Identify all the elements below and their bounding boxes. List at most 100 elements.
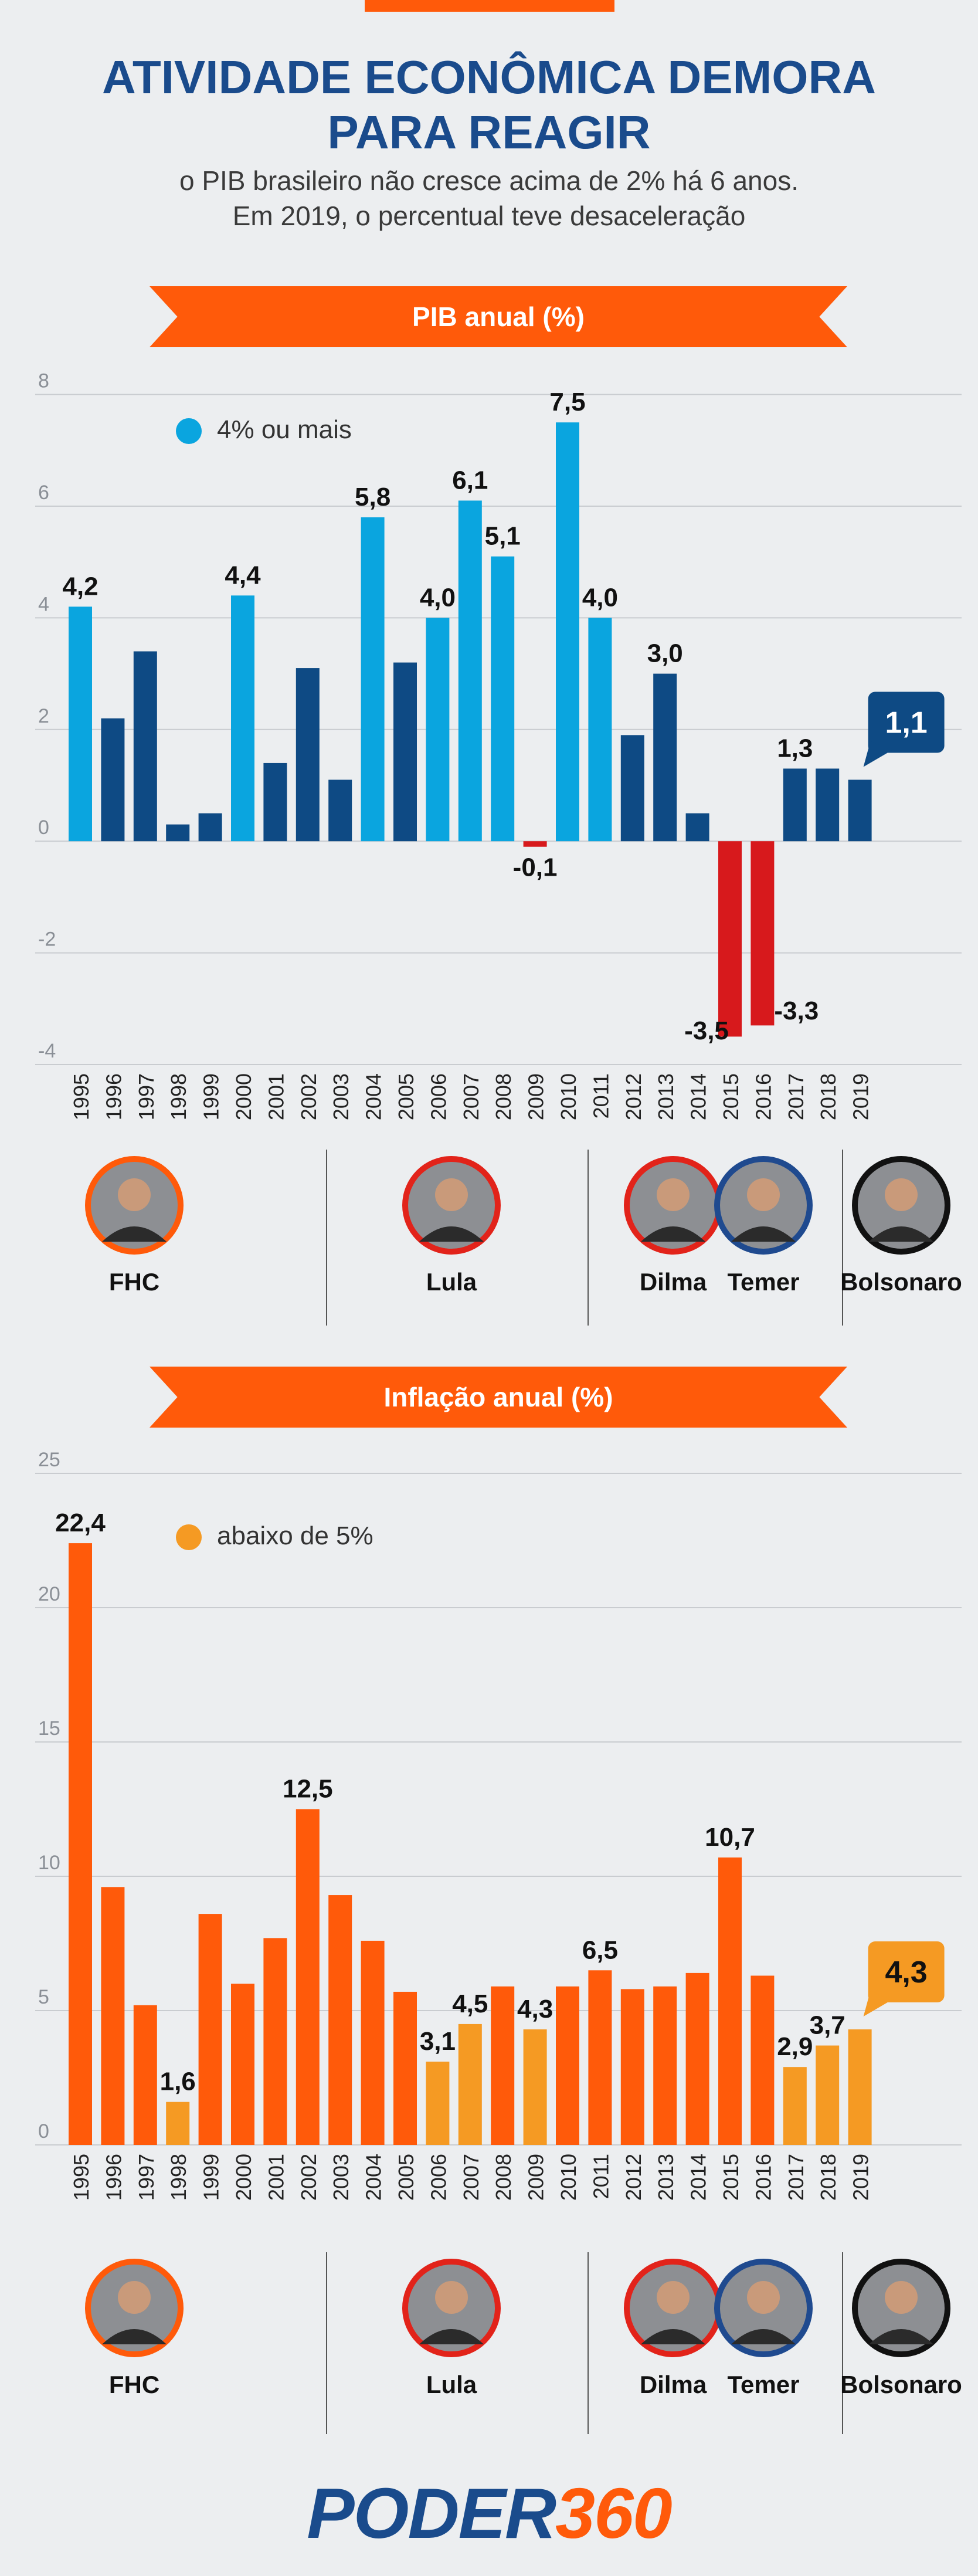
bar-1998 bbox=[166, 824, 190, 842]
lula-portrait-suit bbox=[419, 2329, 484, 2344]
data-label-2009: -0,1 bbox=[513, 853, 558, 882]
bar-2004 bbox=[361, 517, 385, 842]
dilma-portrait-face bbox=[657, 2281, 690, 2314]
x-tick-label: 2012 bbox=[622, 1073, 646, 1120]
bar-2013 bbox=[653, 1986, 677, 2145]
bar-2006 bbox=[426, 618, 450, 842]
legend-swatch bbox=[176, 1524, 202, 1550]
x-tick-label: 2013 bbox=[654, 1073, 678, 1120]
x-tick-label: 2004 bbox=[362, 1073, 386, 1120]
x-tick-label: 2018 bbox=[816, 1073, 840, 1120]
highlight-callout-box bbox=[868, 1941, 945, 2003]
temer-portrait-face bbox=[747, 2281, 780, 2314]
bolsonaro-portrait-suit bbox=[869, 2329, 933, 2344]
x-tick-label: 1998 bbox=[167, 1073, 191, 1120]
bar-1995 bbox=[69, 1543, 92, 2145]
fhc-portrait-suit bbox=[102, 1226, 167, 1242]
lula-portrait-face bbox=[435, 2281, 468, 2314]
bar-2002 bbox=[296, 668, 320, 842]
bar-2015 bbox=[718, 841, 742, 1037]
x-tick-label: 2013 bbox=[654, 2154, 678, 2201]
bar-2018 bbox=[816, 2045, 840, 2145]
x-tick-label: 2001 bbox=[264, 2154, 288, 2201]
bar-2014 bbox=[685, 813, 709, 842]
x-tick-label: 2006 bbox=[426, 1073, 450, 1120]
x-tick-label: 2008 bbox=[491, 1073, 515, 1120]
bar-2002 bbox=[296, 1809, 320, 2145]
bar-2018 bbox=[816, 768, 840, 842]
bar-2000 bbox=[231, 595, 254, 842]
bar-2006 bbox=[426, 2062, 450, 2145]
x-tick-label: 1995 bbox=[69, 1073, 93, 1120]
x-tick-label: 2009 bbox=[524, 1073, 548, 1120]
bar-2001 bbox=[263, 762, 287, 842]
lula-portrait-suit bbox=[419, 1226, 484, 1242]
legend-swatch bbox=[176, 418, 202, 444]
x-tick-label: 2012 bbox=[622, 2154, 646, 2201]
bar-2003 bbox=[328, 1895, 352, 2145]
president-name-dilma: Dilma bbox=[640, 1268, 707, 1296]
fhc-portrait-face bbox=[118, 2281, 151, 2314]
x-tick-label: 2016 bbox=[751, 1073, 775, 1120]
y-tick-label: 0 bbox=[38, 816, 49, 839]
bar-2011 bbox=[588, 1970, 612, 2145]
y-tick-label: 0 bbox=[38, 2120, 49, 2143]
x-tick-label: 2018 bbox=[816, 2154, 840, 2201]
lula-portrait-face bbox=[435, 1178, 468, 1211]
y-tick-label: -2 bbox=[38, 928, 56, 951]
y-tick-label: 8 bbox=[38, 370, 49, 392]
inflation-chart-title-ribbon: Inflação anual (%) bbox=[150, 1367, 847, 1428]
data-label-1995: 4,2 bbox=[62, 572, 98, 601]
bolsonaro-portrait-face bbox=[885, 2281, 918, 2314]
president-name-temer: Temer bbox=[728, 1268, 800, 1296]
top-accent-bar bbox=[365, 0, 614, 12]
bar-2019 bbox=[848, 779, 872, 842]
highlight-callout-pointer bbox=[863, 741, 892, 767]
x-tick-label: 1999 bbox=[199, 2154, 223, 2201]
x-tick-label: 1996 bbox=[101, 2154, 125, 2201]
bar-2014 bbox=[685, 1972, 709, 2145]
x-tick-label: 2014 bbox=[687, 1073, 711, 1120]
x-tick-label: 1997 bbox=[134, 2154, 158, 2201]
data-label-2017: 2,9 bbox=[777, 2032, 813, 2061]
legend-label: abaixo de 5% bbox=[217, 1521, 373, 1550]
x-tick-label: 2010 bbox=[556, 1073, 580, 1120]
bar-1996 bbox=[101, 718, 125, 842]
x-tick-label: 1997 bbox=[134, 1073, 158, 1120]
data-label-2011: 4,0 bbox=[582, 583, 618, 612]
x-tick-label: 2008 bbox=[491, 2154, 515, 2201]
data-label-2018: 3,7 bbox=[810, 2011, 845, 2040]
page-subtitle-line-1: o PIB brasileiro não cresce acima de 2% … bbox=[179, 165, 799, 196]
president-name-fhc: FHC bbox=[109, 2371, 159, 2398]
y-tick-label: 2 bbox=[38, 705, 49, 727]
x-tick-label: 1996 bbox=[101, 1073, 125, 1120]
x-tick-label: 2019 bbox=[849, 2154, 873, 2201]
bar-2017 bbox=[783, 768, 807, 842]
logo-text-360: 360 bbox=[555, 2473, 673, 2553]
president-name-bolsonaro: Bolsonaro bbox=[840, 2371, 962, 2398]
data-label-2017: 1,3 bbox=[777, 734, 813, 762]
highlight-callout-box bbox=[868, 692, 945, 753]
x-tick-label: 2007 bbox=[459, 2154, 483, 2201]
x-tick-label: 2003 bbox=[329, 1073, 353, 1120]
fhc-portrait-suit bbox=[102, 2329, 167, 2344]
x-tick-label: 1995 bbox=[69, 2154, 93, 2201]
bar-2016 bbox=[751, 841, 775, 1026]
temer-portrait-face bbox=[747, 1178, 780, 1211]
bolsonaro-portrait-face bbox=[885, 1178, 918, 1211]
temer-portrait-suit bbox=[731, 2329, 796, 2344]
president-name-temer: Temer bbox=[728, 2371, 800, 2398]
x-tick-label: 2011 bbox=[589, 1073, 613, 1118]
data-label-2007: 6,1 bbox=[452, 466, 488, 494]
x-tick-label: 2002 bbox=[297, 1073, 321, 1120]
dilma-portrait-suit bbox=[641, 2329, 705, 2344]
gdp-chart-title: PIB anual (%) bbox=[412, 301, 585, 332]
x-tick-label: 2015 bbox=[719, 1073, 743, 1120]
bar-2005 bbox=[393, 1991, 417, 2145]
bar-2009 bbox=[523, 2029, 547, 2145]
dilma-portrait-suit bbox=[641, 1226, 705, 1242]
y-tick-label: 10 bbox=[38, 1852, 60, 1874]
gdp-bar-chart: 8 6 4 2 0 -2 -4 4% ou mais 1995 1996 1997 1998 1999 2… bbox=[35, 370, 962, 1326]
fhc-portrait-face bbox=[118, 1178, 151, 1211]
